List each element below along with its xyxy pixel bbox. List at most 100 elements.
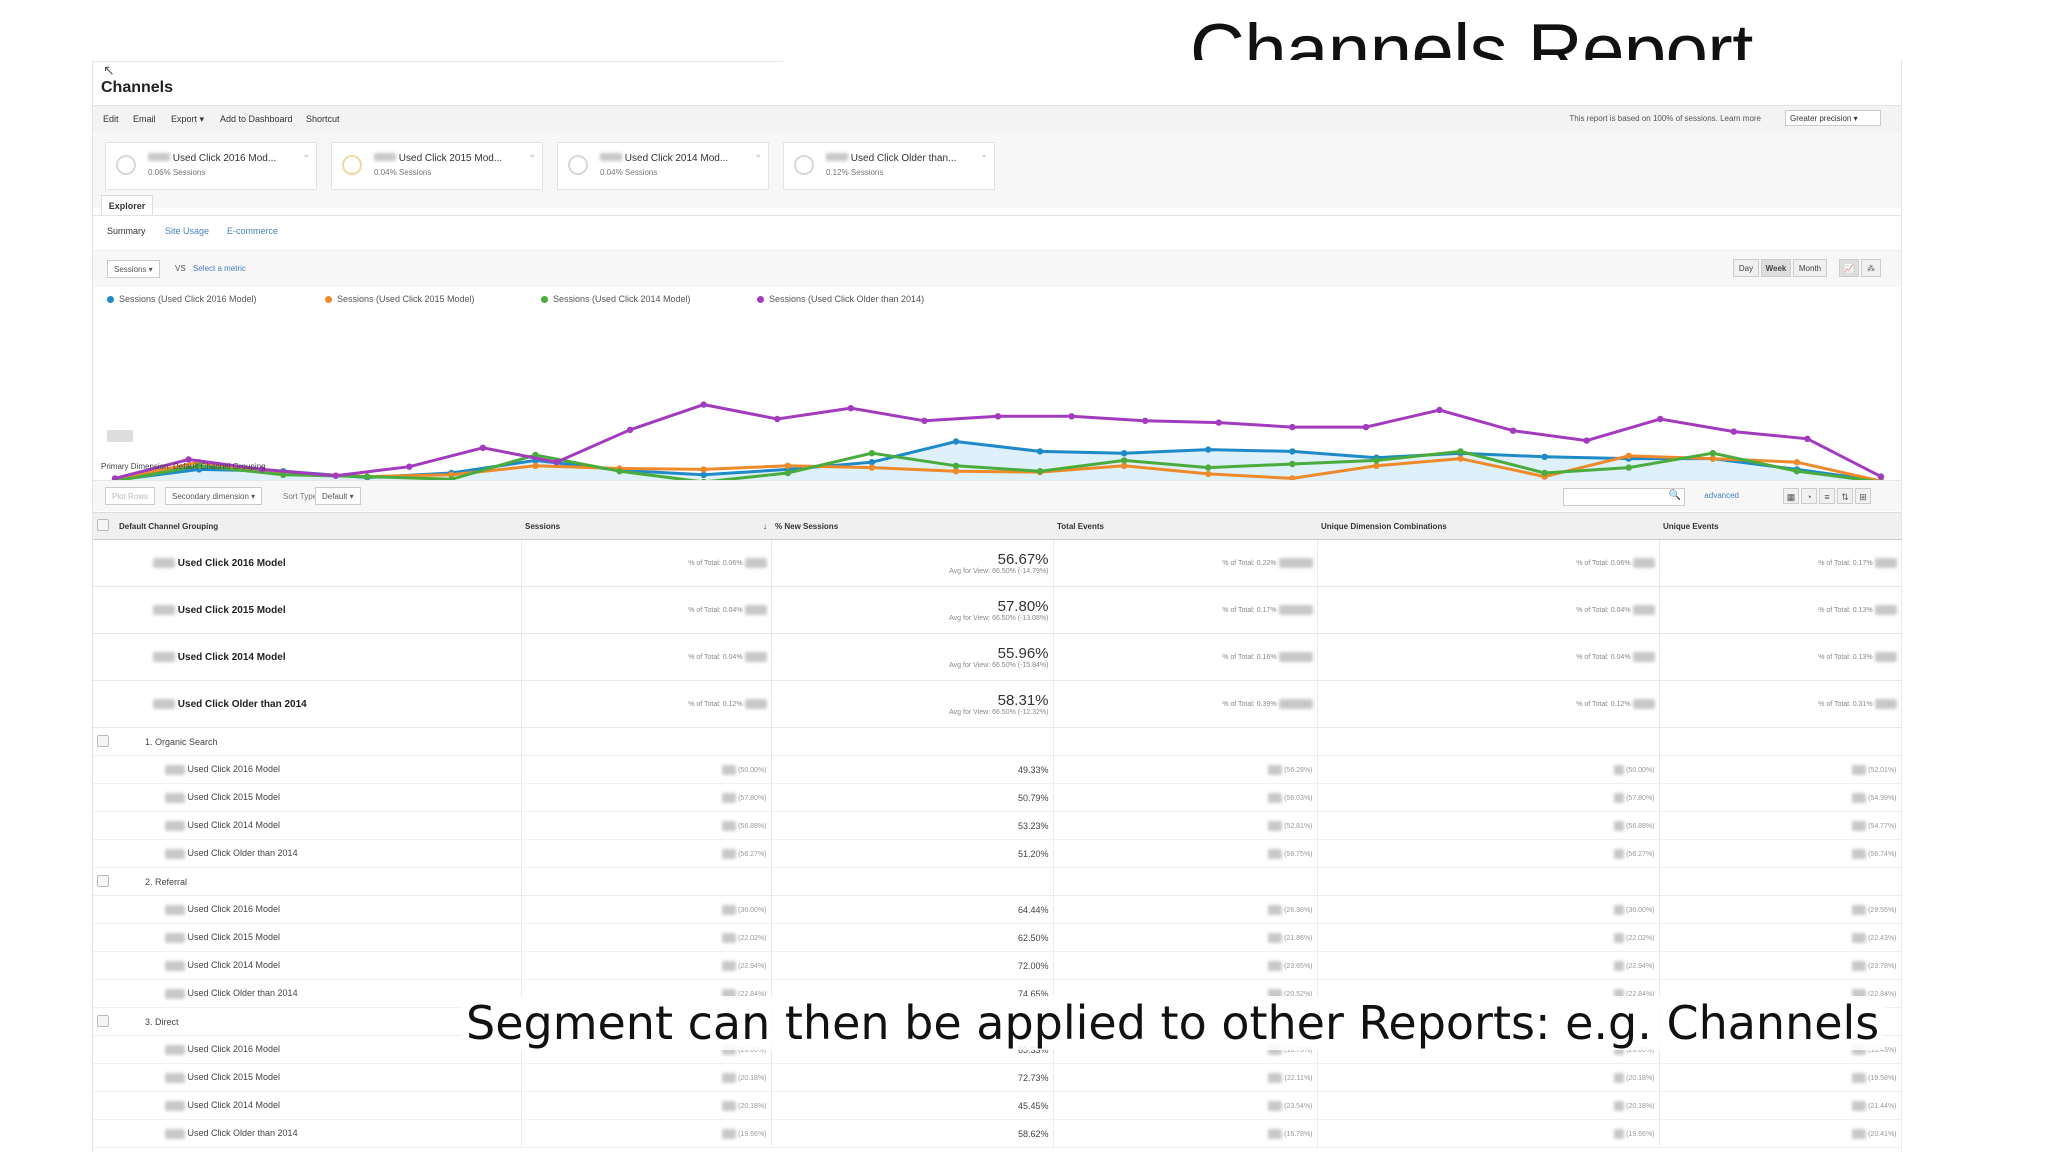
channel-name[interactable]: 2. Referral (115, 867, 522, 896)
data-point[interactable] (700, 401, 707, 408)
segment-label[interactable]: Used Click 2014 Model (177, 651, 286, 663)
data-point[interactable] (784, 462, 791, 469)
data-point[interactable] (1583, 437, 1590, 444)
chevron-down-icon[interactable]: ⌄ (754, 149, 762, 159)
data-point[interactable] (1036, 448, 1044, 455)
advanced-filter-link[interactable]: advanced (1704, 491, 1739, 500)
data-point[interactable] (1877, 473, 1885, 480)
data-point[interactable] (1709, 450, 1717, 457)
data-point[interactable] (1289, 423, 1296, 431)
export-button[interactable]: Export ▾ (171, 114, 205, 124)
data-point[interactable] (1625, 464, 1632, 471)
data-point[interactable] (847, 405, 855, 412)
data-point[interactable] (1709, 455, 1717, 462)
legend-item[interactable]: Sessions (Used Click Older than 2014) (757, 294, 924, 304)
precision-select[interactable]: Greater precision ▾ (1785, 110, 1881, 126)
motion-chart-icon[interactable]: ⁂ (1861, 259, 1881, 277)
data-point[interactable] (626, 426, 634, 433)
channel-group-row[interactable]: 1. Organic Search (93, 727, 1902, 756)
data-point[interactable] (616, 468, 623, 475)
edit-button[interactable]: Edit (103, 114, 119, 124)
data-point[interactable] (479, 444, 487, 451)
chevron-down-icon[interactable]: ⌄ (980, 149, 988, 159)
legend-item[interactable]: Sessions (Used Click 2015 Model) (325, 294, 475, 304)
data-point[interactable] (952, 438, 960, 445)
data-point[interactable] (185, 456, 192, 463)
data-point[interactable] (1036, 468, 1044, 475)
email-button[interactable]: Email (133, 114, 156, 124)
tab-site-usage[interactable]: Site Usage (165, 226, 210, 236)
data-point[interactable] (1373, 462, 1380, 469)
comparison-view-icon[interactable]: ⇅ (1837, 488, 1853, 504)
week-button[interactable]: Week (1761, 259, 1791, 277)
performance-view-icon[interactable]: ≡ (1819, 488, 1835, 504)
header-sessions[interactable]: Sessions ↓ (521, 512, 771, 540)
segment-label[interactable]: Used Click Older than 2014 (177, 698, 307, 710)
data-point[interactable] (1625, 452, 1632, 460)
data-point[interactable] (1205, 446, 1212, 453)
sort-type-select[interactable]: Default ▾ (315, 487, 361, 505)
data-point[interactable] (1509, 427, 1517, 434)
data-point[interactable] (1120, 462, 1128, 469)
tab-summary[interactable]: Summary (107, 226, 146, 236)
search-icon[interactable]: 🔍 (1668, 490, 1681, 501)
data-point[interactable] (1362, 423, 1370, 431)
data-point[interactable] (1457, 455, 1464, 462)
data-point[interactable] (784, 469, 791, 477)
data-point[interactable] (364, 473, 371, 480)
tab-explorer[interactable]: Explorer (101, 195, 153, 216)
header-total-events[interactable]: Total Events (1053, 512, 1317, 540)
data-point[interactable] (1215, 419, 1222, 426)
header-unique-dimension-combinations[interactable]: Unique Dimension Combinations (1317, 512, 1659, 540)
channel-group-row[interactable]: 2. Referral (93, 867, 1902, 896)
legend-item[interactable]: Sessions (Used Click 2016 Model) (107, 294, 257, 304)
pie-view-icon[interactable]: ◔ (1801, 488, 1817, 504)
data-point[interactable] (774, 415, 781, 423)
data-point[interactable] (1793, 459, 1801, 466)
data-point[interactable] (868, 450, 876, 457)
chevron-down-icon[interactable]: ⌄ (302, 149, 310, 159)
data-point[interactable] (1205, 470, 1212, 478)
sampling-note[interactable]: This report is based on 100% of sessions… (1569, 114, 1761, 123)
tab-ecommerce[interactable]: E-commerce (227, 226, 279, 236)
data-point[interactable] (258, 466, 266, 473)
data-point[interactable] (1289, 448, 1296, 455)
day-button[interactable]: Day (1733, 259, 1759, 277)
row-checkbox[interactable] (97, 1014, 109, 1027)
data-view-icon[interactable]: ▦ (1783, 488, 1799, 504)
row-checkbox[interactable] (97, 874, 109, 887)
data-point[interactable] (448, 471, 455, 478)
sort-arrow-icon[interactable]: ↓ (763, 521, 767, 531)
secondary-dimension-select[interactable]: Secondary dimension ▾ (165, 487, 263, 505)
line-chart-icon[interactable]: 📈 (1839, 259, 1859, 277)
select-metric-link[interactable]: Select a metric (193, 264, 246, 273)
data-point[interactable] (1541, 469, 1548, 477)
data-point[interactable] (1730, 428, 1738, 435)
data-point[interactable] (332, 472, 339, 479)
data-point[interactable] (868, 464, 876, 471)
chevron-down-icon[interactable]: ⌄ (528, 149, 536, 159)
data-point[interactable] (1793, 468, 1801, 475)
data-point[interactable] (700, 471, 707, 478)
segment-chip[interactable]: Used Click 2014 Mod... 0.04% Sessions ⌄ (557, 142, 769, 190)
segment-chip[interactable]: Used Click 2016 Mod... 0.06% Sessions ⌄ (105, 142, 317, 190)
data-point[interactable] (921, 417, 928, 424)
shortcut-button[interactable]: Shortcut (306, 114, 340, 124)
channel-name[interactable]: 1. Organic Search (115, 727, 522, 756)
row-checkbox[interactable] (97, 734, 109, 747)
data-point[interactable] (553, 459, 560, 466)
data-point[interactable] (1436, 406, 1443, 414)
data-point[interactable] (406, 463, 413, 470)
plot-rows-button[interactable]: Plot Rows (105, 487, 156, 505)
data-point[interactable] (279, 471, 287, 478)
data-point[interactable] (868, 459, 876, 466)
channel-name[interactable]: 3. Direct (115, 1007, 522, 1036)
data-point[interactable] (1373, 457, 1380, 464)
data-point[interactable] (700, 466, 707, 473)
segment-chip[interactable]: Used Click 2015 Mod... 0.04% Sessions ⌄ (331, 142, 543, 190)
pivot-view-icon[interactable]: ⊞ (1855, 488, 1871, 504)
segment-chip[interactable]: Used Click Older than... 0.12% Sessions … (783, 142, 995, 190)
header-channel-grouping[interactable]: Default Channel Grouping (115, 512, 521, 540)
data-point[interactable] (1205, 464, 1212, 471)
data-point[interactable] (1541, 453, 1548, 460)
